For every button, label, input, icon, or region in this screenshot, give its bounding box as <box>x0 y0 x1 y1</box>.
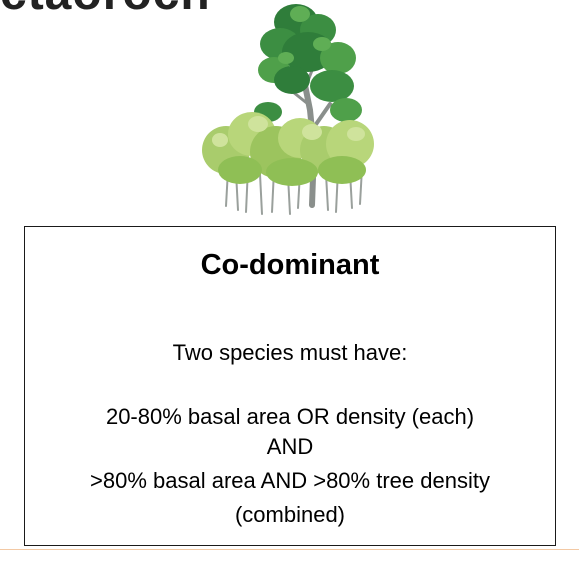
slide-title-fragment: ctaoroch <box>0 0 211 21</box>
tall-tree-canopy <box>254 4 362 122</box>
criterion-combined: >80% basal area AND >80% tree density <box>90 468 490 493</box>
intro-text: Two species must have: <box>172 340 408 365</box>
box-heading: Co-dominant <box>200 249 380 281</box>
criterion-each: 20-80% basal area OR density (each) <box>105 404 475 429</box>
co-dominant-definition-box: Co-dominant Two species must have: 20-80… <box>24 226 556 546</box>
connector-and: AND <box>266 434 314 459</box>
co-dominant-trees-icon <box>202 4 374 215</box>
shrub-canopy <box>202 112 374 186</box>
criterion-combined-note: (combined) <box>234 502 346 527</box>
accent-divider <box>0 549 579 550</box>
